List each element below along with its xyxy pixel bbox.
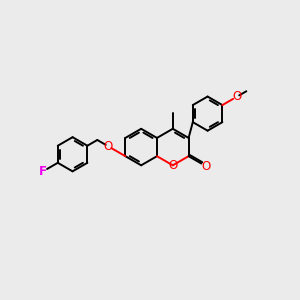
Text: O: O bbox=[169, 159, 178, 172]
Text: O: O bbox=[201, 160, 211, 173]
Text: O: O bbox=[232, 90, 241, 103]
Text: O: O bbox=[103, 140, 112, 153]
Text: F: F bbox=[39, 165, 47, 178]
